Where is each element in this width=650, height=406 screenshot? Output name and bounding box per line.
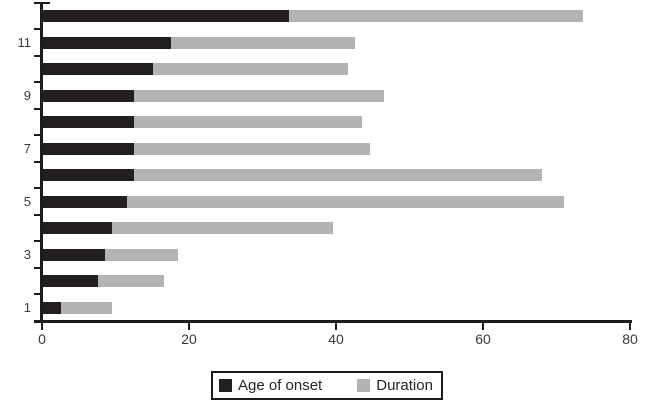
legend: Age of onset Duration <box>211 371 443 400</box>
y-tick-label-11: 11 <box>17 34 32 50</box>
y-axis-tick <box>34 266 41 269</box>
legend-label-duration: Duration <box>376 377 433 394</box>
y-axis-tick <box>34 134 41 137</box>
bar-segment-duration <box>97 275 164 287</box>
bar-segment-duration <box>104 248 179 261</box>
y-axis-tick <box>34 54 41 57</box>
x-axis-tick <box>188 322 190 330</box>
bar-segment-duration <box>134 169 543 181</box>
bar-segment-age-of-onset <box>42 36 172 49</box>
y-tick-label-3: 3 <box>23 246 31 262</box>
y-tick-label-9: 9 <box>23 87 31 103</box>
y-axis-tick <box>34 1 50 4</box>
x-tick-label-20: 20 <box>181 331 197 347</box>
bar-segment-age-of-onset <box>42 116 135 128</box>
bar-segment-age-of-onset <box>42 222 113 234</box>
bar-segment-duration <box>112 222 333 234</box>
x-axis-tick <box>482 322 484 330</box>
bar-segment-duration <box>134 142 370 155</box>
x-axis-tick <box>41 322 43 330</box>
legend-label-age-of-onset: Age of onset <box>238 377 323 394</box>
x-axis-tick <box>629 322 631 330</box>
bar-segment-duration <box>134 116 363 128</box>
y-axis-tick <box>34 293 41 296</box>
y-tick-label-1: 1 <box>23 299 31 315</box>
bar-segment-duration <box>288 10 583 22</box>
x-axis-line <box>34 320 632 323</box>
y-axis-tick <box>34 213 41 216</box>
legend-swatch-duration <box>357 379 371 392</box>
bar-segment-age-of-onset <box>42 195 128 208</box>
y-axis-tick <box>34 240 41 243</box>
bar-segment-duration <box>152 63 348 75</box>
y-tick-label-5: 5 <box>23 193 31 209</box>
bar-segment-age-of-onset <box>42 169 135 181</box>
bar-segment-age-of-onset <box>42 142 135 155</box>
y-axis-tick <box>34 107 41 110</box>
x-axis-tick <box>335 322 337 330</box>
bar-segment-age-of-onset <box>42 301 61 314</box>
bar-segment-duration <box>60 301 113 314</box>
bar-segment-age-of-onset <box>42 10 289 22</box>
x-tick-label-0: 0 <box>38 331 46 347</box>
y-tick-label-7: 7 <box>23 140 31 156</box>
bar-segment-age-of-onset <box>42 63 153 75</box>
x-tick-label-60: 60 <box>475 331 491 347</box>
x-tick-label-40: 40 <box>328 331 344 347</box>
y-axis-tick <box>34 160 41 163</box>
bar-segment-age-of-onset <box>42 89 135 102</box>
y-axis-line <box>40 3 43 323</box>
x-tick-label-80: 80 <box>622 331 638 347</box>
y-axis-tick <box>34 81 41 84</box>
bar-segment-duration <box>171 36 355 49</box>
bar-segment-duration <box>127 195 565 208</box>
y-axis-tick <box>34 28 41 31</box>
legend-swatch-age-of-onset <box>219 379 232 392</box>
bar-segment-duration <box>134 89 385 102</box>
bar-segment-age-of-onset <box>42 275 98 287</box>
bar-segment-age-of-onset <box>42 248 105 261</box>
y-axis-tick <box>34 187 41 190</box>
